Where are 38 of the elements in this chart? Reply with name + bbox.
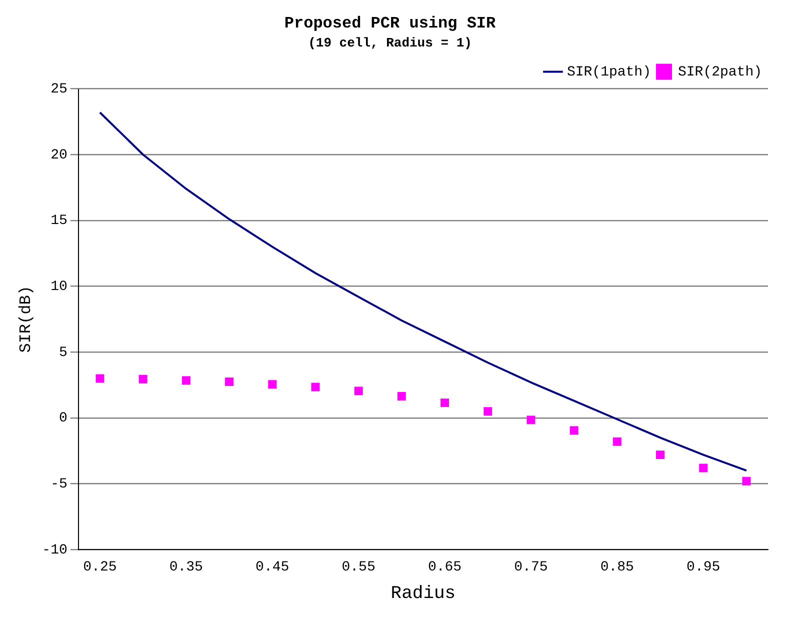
point <box>656 450 664 460</box>
point <box>268 380 277 389</box>
point <box>440 398 449 408</box>
y-tick-label: 5 <box>59 344 68 361</box>
point <box>484 407 492 416</box>
y-tick-label: -10 <box>42 542 68 558</box>
point <box>612 437 622 446</box>
x-axis-title: Radius <box>390 584 456 604</box>
chart-subtitle: (19 cell, Radius = 1) <box>308 35 472 50</box>
y-tick-label: 0 <box>59 410 68 427</box>
point <box>138 374 148 384</box>
point <box>699 464 708 472</box>
point <box>742 476 751 486</box>
point <box>397 392 406 400</box>
x-tick-label: 0.45 <box>256 560 290 576</box>
x-tick-label: 0.55 <box>342 560 376 576</box>
point <box>225 377 234 386</box>
x-tick-label: 0.85 <box>600 560 634 576</box>
x-tick-label: 0.35 <box>169 560 203 576</box>
point <box>311 382 320 392</box>
point <box>526 416 536 424</box>
point <box>96 374 104 383</box>
y-tick-label: 10 <box>50 278 68 295</box>
point <box>182 376 190 385</box>
legend-label: SIR(2path) <box>678 64 762 81</box>
y-axis-title: SIR(dB) <box>16 286 35 353</box>
x-tick-label: 0.95 <box>686 560 720 576</box>
point <box>354 386 363 396</box>
y-tick-label: -5 <box>50 476 68 492</box>
y-tick-label: 25 <box>50 82 68 98</box>
point <box>570 426 578 435</box>
x-tick-label: 0.25 <box>83 560 117 576</box>
y-tick-label: 20 <box>50 147 68 164</box>
y-tick-label: 15 <box>50 213 68 230</box>
x-tick-label: 0.65 <box>428 560 462 576</box>
legend-label: SIR(1path) <box>566 64 651 81</box>
x-tick-label: 0.75 <box>514 560 548 576</box>
chart-title: Proposed PCR using SIR <box>284 14 496 33</box>
